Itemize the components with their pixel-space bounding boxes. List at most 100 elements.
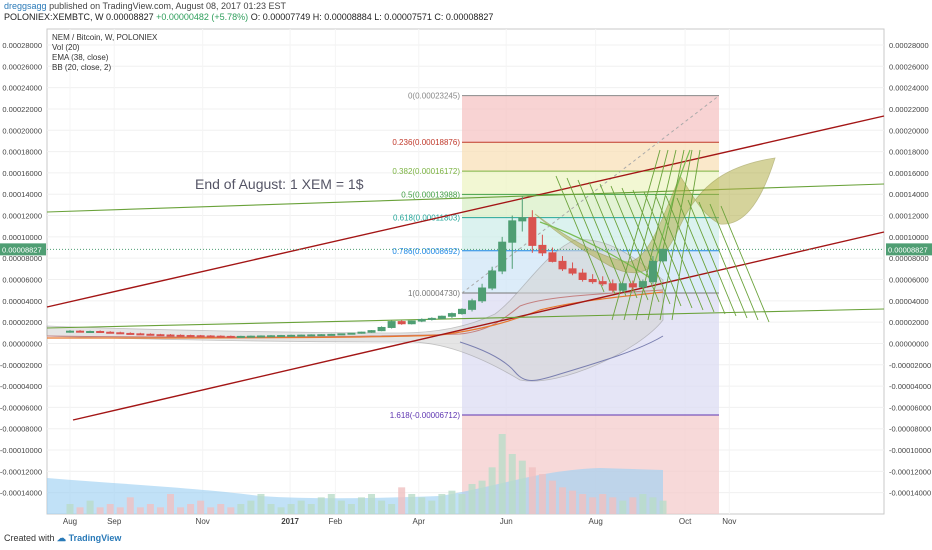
candle-body xyxy=(347,332,356,335)
volume-bar xyxy=(257,494,265,514)
volume-bar xyxy=(538,474,546,514)
volume-bar xyxy=(337,500,345,514)
fib-level-label: 1.618(-0.00006712) xyxy=(390,411,461,420)
symbol-info: POLONIEX:XEMBTC, W 0.00008827 +0.0000048… xyxy=(4,12,493,22)
created-with-label: Created with xyxy=(4,533,55,543)
y-tick-label-right: 0.00028000 xyxy=(889,41,929,50)
x-tick-label: Apr xyxy=(413,517,426,526)
volume-bar xyxy=(156,507,164,514)
candle-body xyxy=(588,278,597,283)
fan-line xyxy=(676,197,726,315)
fan-line xyxy=(577,179,627,297)
volume-bar xyxy=(187,504,195,514)
fan-line xyxy=(588,181,638,299)
candle-body xyxy=(457,308,466,315)
candle-body xyxy=(407,320,416,325)
candle-body xyxy=(367,330,376,333)
legend-item: EMA (38, close) xyxy=(52,53,109,62)
volume-bar xyxy=(388,504,396,514)
candle-body xyxy=(427,317,436,320)
volume-bar xyxy=(498,434,506,514)
y-tick-label-left: -0.00012000 xyxy=(0,467,42,476)
y-tick-label-left: -0.00008000 xyxy=(0,425,42,434)
tradingview-logo[interactable]: ☁ TradingView xyxy=(57,533,122,543)
candle-body xyxy=(277,335,286,338)
x-tick-label: Nov xyxy=(722,517,736,526)
volume-bar xyxy=(116,507,124,514)
y-tick-label-right: 0.00018000 xyxy=(889,148,929,157)
candle-body xyxy=(508,220,517,243)
y-tick-label-right: -0.00006000 xyxy=(889,403,931,412)
author-link[interactable]: dreggsagg xyxy=(4,1,47,11)
fib-level-label: 0.786(0.00008692) xyxy=(392,247,460,256)
price-tag-left: 0.00008827 xyxy=(2,245,42,254)
volume-bar xyxy=(96,507,104,514)
fan-line xyxy=(671,149,701,321)
fan-line xyxy=(665,195,715,313)
fib-level-label: 0.236(0.00018876) xyxy=(392,138,460,147)
y-tick-label-right: 0.00012000 xyxy=(889,212,929,221)
price-tag-right-bg xyxy=(886,243,932,256)
legend-item: Vol (20) xyxy=(52,43,80,52)
y-tick-label-right: -0.00002000 xyxy=(889,361,931,370)
candle-body xyxy=(618,283,627,291)
volume-bar xyxy=(408,494,416,514)
y-tick-label-right: 0.00022000 xyxy=(889,105,929,114)
volume-bar xyxy=(76,507,84,514)
volume-bar xyxy=(287,504,295,514)
price-tag-left-bg xyxy=(0,243,46,256)
candle-body xyxy=(186,335,195,338)
y-tick-label-right: 0.00014000 xyxy=(889,190,929,199)
x-tick-label: Sep xyxy=(107,517,122,526)
candle-body xyxy=(437,315,446,319)
fan-line xyxy=(635,149,677,321)
candle-body xyxy=(66,330,74,333)
candle-body xyxy=(387,321,396,328)
fib-level-label: 0.618(0.00011803) xyxy=(393,214,460,223)
y-tick-label-right: 0.00002000 xyxy=(889,318,929,327)
y-tick-label-right: -0.00010000 xyxy=(889,446,931,455)
x-tick-label: Oct xyxy=(679,517,692,526)
tradingview-brand: TradingView xyxy=(68,533,122,543)
candle-body xyxy=(598,281,607,285)
fan-line xyxy=(720,205,770,323)
y-tick-label-left: 0.00008000 xyxy=(2,254,42,263)
volume-bar xyxy=(448,490,456,514)
candle-body xyxy=(236,335,245,338)
y-tick-label-left: 0.00022000 xyxy=(2,105,42,114)
y-tick-label-left: 0.00010000 xyxy=(2,233,42,242)
volume-bar xyxy=(207,507,215,514)
candle-body xyxy=(518,217,527,222)
volume-bar xyxy=(277,507,285,514)
candle-body xyxy=(648,260,657,283)
y-tick-label-left: 0.00024000 xyxy=(2,84,42,93)
candle-body xyxy=(337,333,346,336)
volume-bar xyxy=(297,500,305,514)
candle-body xyxy=(528,217,537,246)
volume-bar xyxy=(106,504,114,514)
candle-body xyxy=(86,331,95,334)
price-tag-right: 0.00008827 xyxy=(888,245,928,254)
volume-bar xyxy=(347,504,355,514)
fib-zone xyxy=(462,142,719,172)
x-tick-label: Feb xyxy=(328,517,342,526)
y-tick-label-left: 0.00020000 xyxy=(2,126,42,135)
volume-bar xyxy=(197,500,205,514)
fan-line xyxy=(687,199,737,317)
y-tick-label-right: -0.00008000 xyxy=(889,425,931,434)
volume-bar xyxy=(458,494,466,514)
x-tick-label: Aug xyxy=(63,517,77,526)
candle-body xyxy=(146,333,155,336)
volume-bar xyxy=(66,504,74,514)
candle-body xyxy=(116,332,125,335)
y-tick-label-left: 0.00002000 xyxy=(2,318,42,327)
volume-bar xyxy=(247,500,255,514)
y-tick-label-right: -0.00012000 xyxy=(889,467,931,476)
y-tick-label-left: -0.00010000 xyxy=(0,446,42,455)
y-tick-label-left: -0.00014000 xyxy=(0,489,42,498)
volume-bar xyxy=(619,500,627,514)
volume-bar xyxy=(609,497,617,514)
candle-body xyxy=(196,335,205,338)
candle-body xyxy=(287,334,296,337)
